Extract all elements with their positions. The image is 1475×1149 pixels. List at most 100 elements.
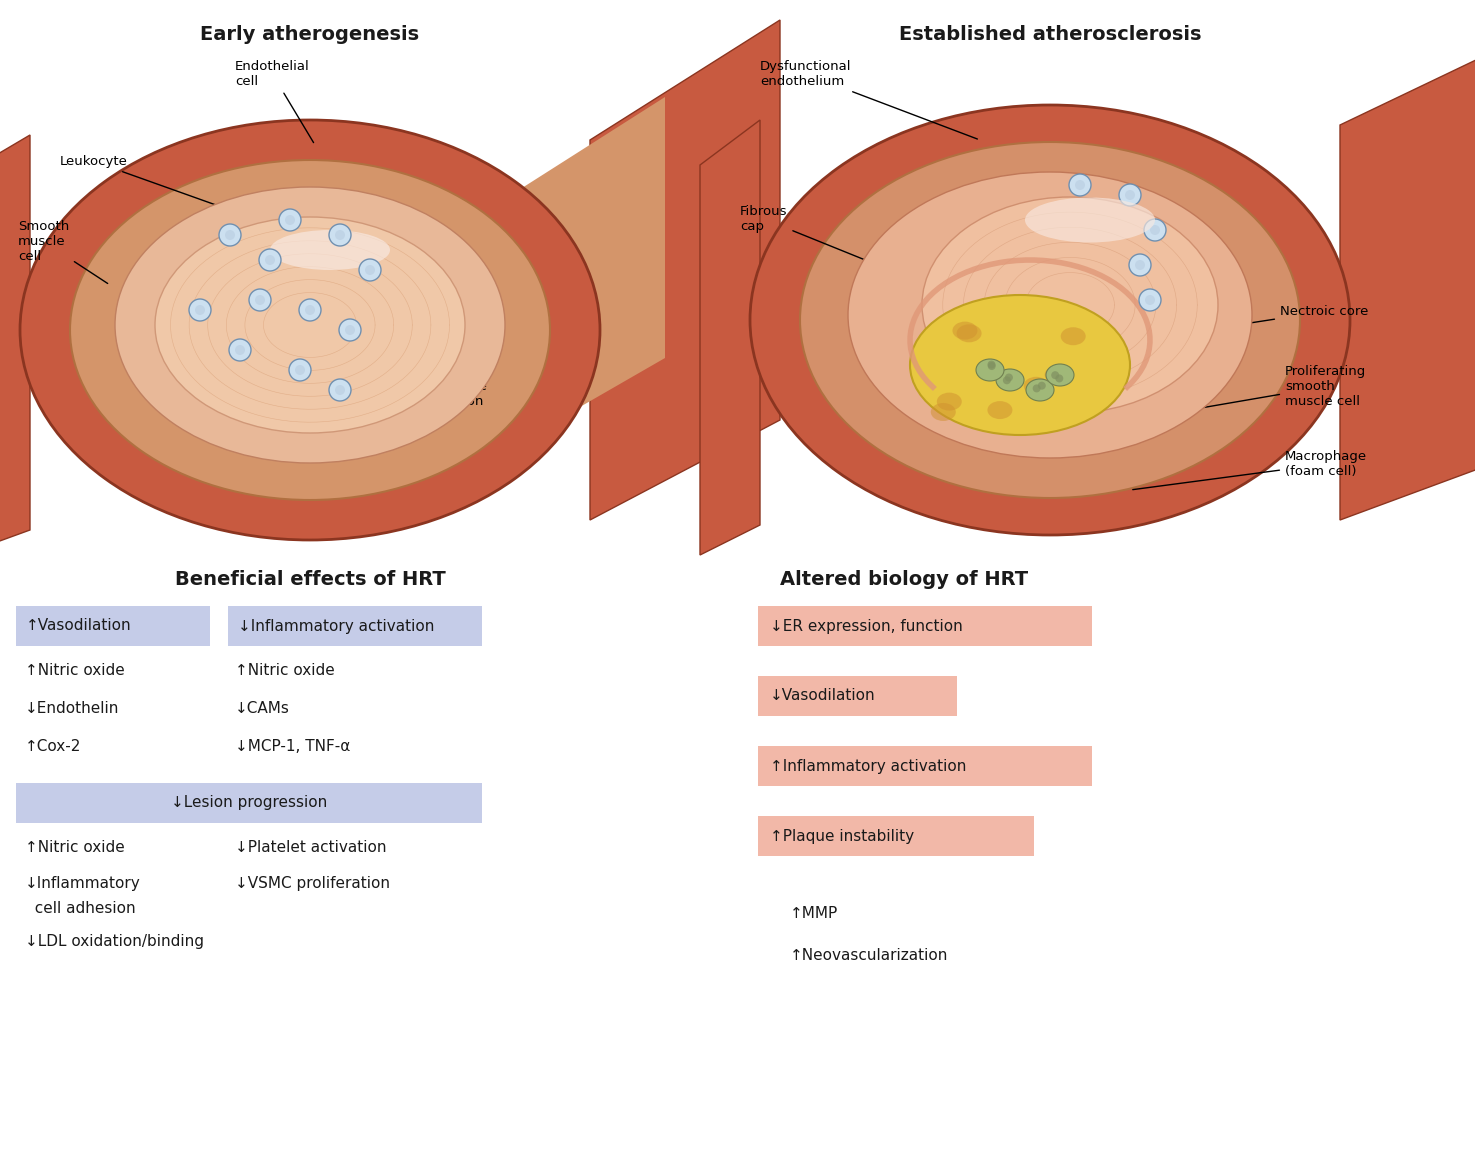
Ellipse shape xyxy=(996,369,1024,391)
Text: ↓MCP-1, TNF-α: ↓MCP-1, TNF-α xyxy=(235,739,351,754)
Ellipse shape xyxy=(1145,219,1167,241)
Text: Leukocyte
adhesion: Leukocyte adhesion xyxy=(373,295,499,339)
Ellipse shape xyxy=(255,295,266,304)
Ellipse shape xyxy=(345,325,355,336)
Text: Established atherosclerosis: Established atherosclerosis xyxy=(898,25,1201,44)
Ellipse shape xyxy=(335,230,345,240)
Ellipse shape xyxy=(115,187,504,463)
Ellipse shape xyxy=(1055,375,1063,383)
Text: ↑Nitric oxide: ↑Nitric oxide xyxy=(235,663,335,678)
Text: Nectroic core: Nectroic core xyxy=(1143,304,1369,340)
Ellipse shape xyxy=(69,160,550,500)
Ellipse shape xyxy=(195,304,205,315)
Text: ↓ER expression, function: ↓ER expression, function xyxy=(770,618,963,633)
Polygon shape xyxy=(590,20,780,520)
Ellipse shape xyxy=(987,361,996,369)
Ellipse shape xyxy=(329,379,351,401)
Ellipse shape xyxy=(1027,379,1055,401)
Ellipse shape xyxy=(358,259,381,282)
Ellipse shape xyxy=(1046,364,1074,386)
Text: Leukocyte: Leukocyte xyxy=(60,155,227,209)
Ellipse shape xyxy=(279,209,301,231)
Ellipse shape xyxy=(987,401,1012,419)
Text: ↓Endothelin: ↓Endothelin xyxy=(25,701,119,716)
Text: ↓CAMs: ↓CAMs xyxy=(235,701,291,716)
Ellipse shape xyxy=(1003,376,1010,384)
Ellipse shape xyxy=(266,255,274,265)
Ellipse shape xyxy=(1025,198,1155,242)
FancyBboxPatch shape xyxy=(758,606,1092,646)
Ellipse shape xyxy=(749,105,1350,535)
Ellipse shape xyxy=(260,249,282,271)
Ellipse shape xyxy=(1075,180,1086,190)
Ellipse shape xyxy=(229,339,251,361)
Ellipse shape xyxy=(937,393,962,410)
Ellipse shape xyxy=(299,299,322,321)
FancyBboxPatch shape xyxy=(16,782,482,823)
Ellipse shape xyxy=(953,322,978,340)
Text: ↓Platelet activation: ↓Platelet activation xyxy=(235,840,386,855)
Ellipse shape xyxy=(226,230,235,240)
Polygon shape xyxy=(0,134,30,570)
Ellipse shape xyxy=(976,358,1004,381)
Ellipse shape xyxy=(1139,290,1161,311)
Text: Fibrous
cap: Fibrous cap xyxy=(740,205,888,269)
Ellipse shape xyxy=(1061,327,1086,345)
Text: ↓Inflammatory activation: ↓Inflammatory activation xyxy=(237,618,434,633)
Ellipse shape xyxy=(848,172,1252,458)
Ellipse shape xyxy=(1150,225,1159,236)
Ellipse shape xyxy=(329,224,351,246)
Ellipse shape xyxy=(1145,295,1155,304)
Ellipse shape xyxy=(339,319,361,341)
Text: ↓VSMC proliferation: ↓VSMC proliferation xyxy=(235,876,389,890)
Text: ↓LDL oxidation/binding: ↓LDL oxidation/binding xyxy=(25,934,204,949)
Ellipse shape xyxy=(364,265,375,275)
Ellipse shape xyxy=(295,365,305,375)
Ellipse shape xyxy=(285,215,295,225)
Polygon shape xyxy=(1339,15,1475,520)
Ellipse shape xyxy=(305,304,316,315)
Ellipse shape xyxy=(1120,184,1142,206)
Text: cell adhesion: cell adhesion xyxy=(25,901,136,916)
Ellipse shape xyxy=(1134,260,1145,270)
Text: ↓Vasodilation: ↓Vasodilation xyxy=(770,688,876,703)
Ellipse shape xyxy=(335,385,345,395)
Ellipse shape xyxy=(931,403,956,421)
Text: Altered biology of HRT: Altered biology of HRT xyxy=(780,570,1028,589)
Text: ↑Nitric oxide: ↑Nitric oxide xyxy=(25,663,125,678)
Ellipse shape xyxy=(270,230,389,270)
Text: Dysfunctional
endothelium: Dysfunctional endothelium xyxy=(760,60,978,139)
Ellipse shape xyxy=(1128,254,1150,276)
Text: Proliferating
smooth
muscle cell: Proliferating smooth muscle cell xyxy=(1162,365,1366,415)
Text: ↑Nitric oxide: ↑Nitric oxide xyxy=(25,840,125,855)
Ellipse shape xyxy=(235,345,245,355)
Text: ↑Cox-2: ↑Cox-2 xyxy=(25,739,81,754)
Text: ↓Lesion progression: ↓Lesion progression xyxy=(171,795,327,810)
FancyBboxPatch shape xyxy=(229,606,482,646)
FancyBboxPatch shape xyxy=(16,606,209,646)
Text: ↑Neovascularization: ↑Neovascularization xyxy=(791,948,948,963)
Text: ↑Plaque instability: ↑Plaque instability xyxy=(770,828,914,843)
Text: Macrophage
(foam cell): Macrophage (foam cell) xyxy=(1133,450,1367,489)
Text: Endothelial
cell: Endothelial cell xyxy=(235,60,314,142)
Ellipse shape xyxy=(218,224,240,246)
FancyBboxPatch shape xyxy=(758,816,1034,856)
Text: Beneficial effects of HRT: Beneficial effects of HRT xyxy=(174,570,445,589)
Text: Leukocyte
migration: Leukocyte migration xyxy=(353,380,488,415)
Ellipse shape xyxy=(1004,373,1013,381)
Polygon shape xyxy=(500,97,665,453)
Ellipse shape xyxy=(249,290,271,311)
Ellipse shape xyxy=(1052,371,1059,379)
Ellipse shape xyxy=(1024,377,1049,395)
Ellipse shape xyxy=(21,119,600,540)
Ellipse shape xyxy=(1125,190,1134,200)
Ellipse shape xyxy=(957,324,981,342)
Ellipse shape xyxy=(988,362,996,370)
Ellipse shape xyxy=(189,299,211,321)
Ellipse shape xyxy=(799,142,1299,498)
FancyBboxPatch shape xyxy=(758,676,957,716)
Ellipse shape xyxy=(155,217,465,433)
Ellipse shape xyxy=(1038,381,1046,390)
FancyBboxPatch shape xyxy=(758,746,1092,786)
Text: Early atherogenesis: Early atherogenesis xyxy=(201,25,419,44)
